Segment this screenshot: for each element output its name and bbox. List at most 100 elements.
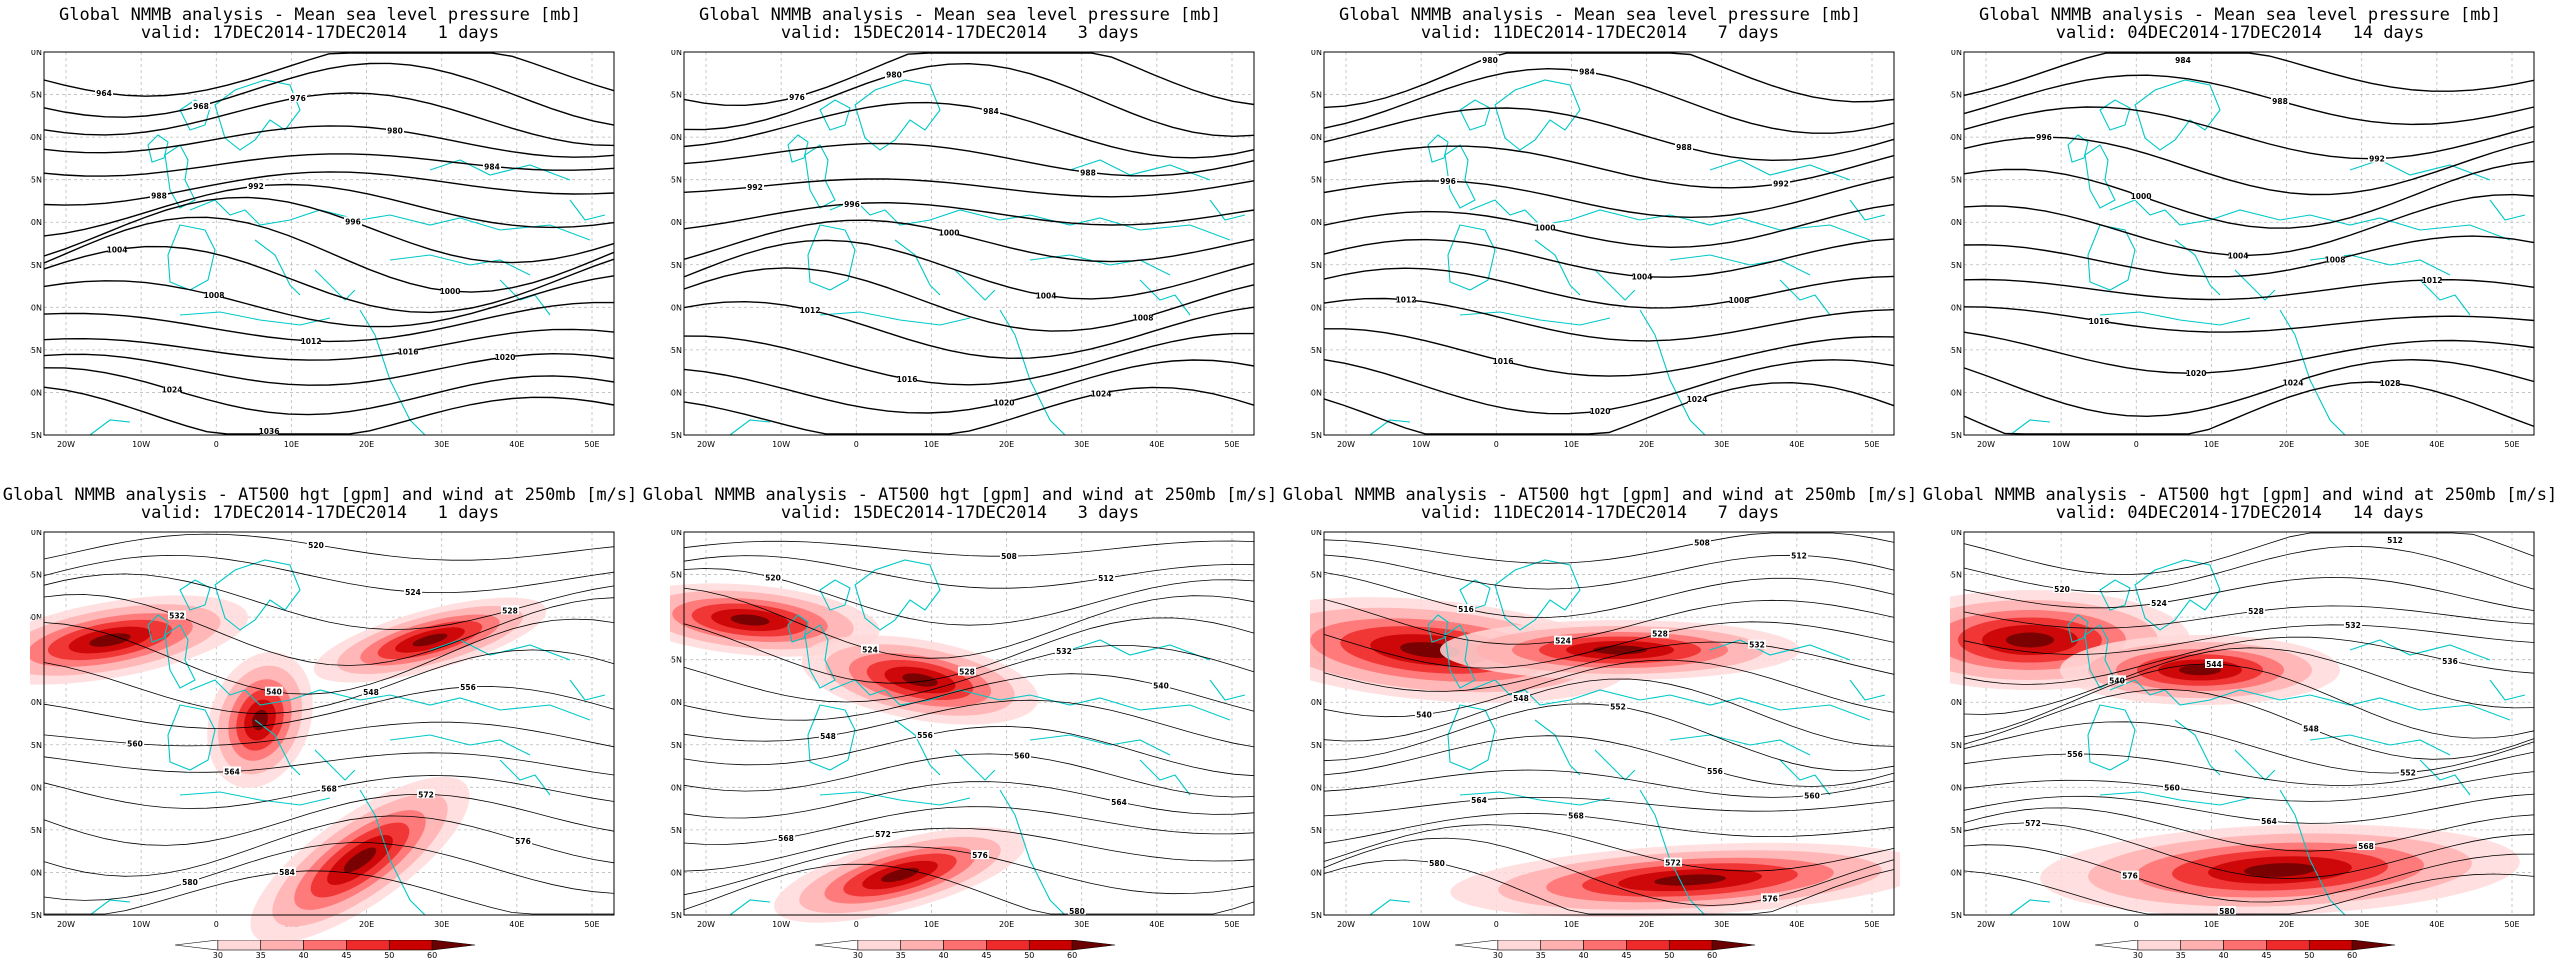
contour-label-bg: [861, 644, 879, 654]
height-contour: [1963, 822, 2535, 880]
lon-tick-label: 30E: [434, 440, 449, 449]
coastline: [2099, 311, 2251, 326]
contour-label: 1016: [1493, 357, 1514, 366]
colorbar-tick-label: 30: [1493, 951, 1503, 958]
coastline: [1849, 199, 1886, 221]
contour-label-bg: [1000, 551, 1018, 561]
height-contour: [1963, 844, 2535, 903]
coastline: [829, 199, 1231, 241]
lat-tick-label: 50N: [670, 218, 682, 227]
contour-label-bg: [260, 426, 278, 435]
lon-tick-label: 40E: [1149, 440, 1164, 449]
contour-label: 512: [1098, 574, 1114, 583]
coastline: [1709, 159, 1851, 181]
lon-tick-label: 10W: [2052, 920, 2070, 929]
contour-label: 992: [2369, 155, 2385, 164]
lat-tick-label: 55N: [670, 176, 682, 185]
height-contour: [683, 846, 1255, 896]
colorbar-swatch: [217, 940, 262, 951]
coastline: [2099, 99, 2131, 131]
lon-tick-label: 20W: [1337, 920, 1355, 929]
contour-label-bg: [302, 335, 320, 345]
lat-tick-label: 35N: [670, 346, 682, 355]
isobar: [1323, 381, 1895, 435]
coastline: [189, 199, 591, 241]
contour-label-bg: [2205, 658, 2223, 668]
contour-label: 580: [1069, 907, 1085, 916]
contour-label: 568: [2358, 842, 2374, 851]
contour-label-bg: [2108, 675, 2126, 685]
contour-label-bg: [2271, 95, 2289, 105]
coastline: [807, 704, 856, 771]
contour-label: 992: [747, 183, 763, 192]
colorbar-swatch: [900, 940, 944, 951]
contour-label: 576: [515, 837, 531, 846]
contour-label: 508: [1694, 538, 1710, 547]
lat-tick-label: 65N: [30, 91, 42, 100]
colorbar-swatch: [1583, 940, 1627, 951]
lon-tick-label: 30E: [2354, 440, 2369, 449]
contour-label: 964: [96, 89, 112, 98]
coastline: [147, 614, 169, 643]
contour-label-bg: [2066, 748, 2084, 758]
lon-tick-label: 50E: [1864, 440, 1879, 449]
lat-tick-label: 65N: [30, 571, 42, 580]
lon-tick-label: 50E: [584, 920, 599, 929]
isobar: [1323, 52, 1895, 109]
jet-wind-shading: [881, 867, 919, 883]
coastline: [167, 224, 216, 291]
contour-label: 528: [502, 606, 518, 615]
contour-label: 1036: [259, 427, 280, 436]
contour-label: 1016: [398, 347, 419, 356]
lat-tick-label: 35N: [1950, 346, 1962, 355]
contour-label: 540: [1153, 682, 1169, 691]
height-contour: [1323, 641, 1895, 692]
contour-label-bg: [1055, 646, 1073, 656]
height-contour: [43, 752, 615, 776]
contour-label: 1016: [897, 375, 918, 384]
coastline: [1669, 734, 1811, 756]
contour-label-bg: [2150, 598, 2168, 608]
contour-label-bg: [940, 227, 958, 237]
contour-label-bg: [1693, 537, 1711, 547]
coastline: [854, 559, 941, 631]
wind-colorbar: 30 35 40 45 50 60: [2094, 940, 2396, 958]
coastline: [2109, 199, 2511, 241]
contour-label: 520: [765, 573, 781, 582]
lon-tick-label: 10W: [2052, 440, 2070, 449]
coastline: [1534, 239, 1581, 296]
coastline: [1029, 734, 1171, 756]
coastline: [499, 759, 551, 796]
colorbar-tick-label: 40: [938, 951, 948, 958]
lat-tick-label: 55N: [670, 656, 682, 665]
contour-label: 988: [2272, 97, 2288, 106]
lat-tick-label: 70N: [1950, 530, 1962, 537]
lat-tick-label: 40N: [1950, 303, 1962, 312]
lon-tick-label: 30E: [2354, 920, 2369, 929]
contour-label-bg: [181, 876, 199, 886]
lat-tick-label: 45N: [30, 261, 42, 270]
colorbar-tick-label: 50: [1664, 951, 1674, 958]
contour-label: 980: [387, 126, 403, 135]
coastline: [1069, 639, 1211, 661]
lon-tick-label: 0: [854, 440, 859, 449]
colorbar-tick-label: 45: [1621, 951, 1631, 958]
coastline: [189, 679, 591, 721]
lat-tick-label: 25N: [670, 911, 682, 920]
height-contour: [1323, 598, 1895, 645]
coastline: [829, 679, 1231, 721]
map-plot: 70N65N60N55N50N45N40N35N30N25N20W10W010E…: [30, 530, 615, 944]
panel-title: Global NMMB analysis - Mean sea level pr…: [1979, 5, 2501, 25]
contour-label: 1000: [2131, 192, 2152, 201]
contour-label: 996: [2036, 133, 2052, 142]
height-contour: [43, 554, 615, 593]
contour-label-bg: [1651, 628, 1669, 638]
lat-tick-label: 35N: [1950, 826, 1962, 835]
coastline: [314, 749, 356, 781]
height-contour: [43, 686, 615, 729]
isobar: [1323, 203, 1895, 249]
panel-z500-14days: Global NMMB analysis - AT500 hgt [gpm] a…: [1920, 480, 2560, 960]
colorbar-swatch: [388, 940, 433, 951]
lat-tick-label: 25N: [1310, 911, 1322, 920]
height-contour: [683, 753, 1255, 798]
